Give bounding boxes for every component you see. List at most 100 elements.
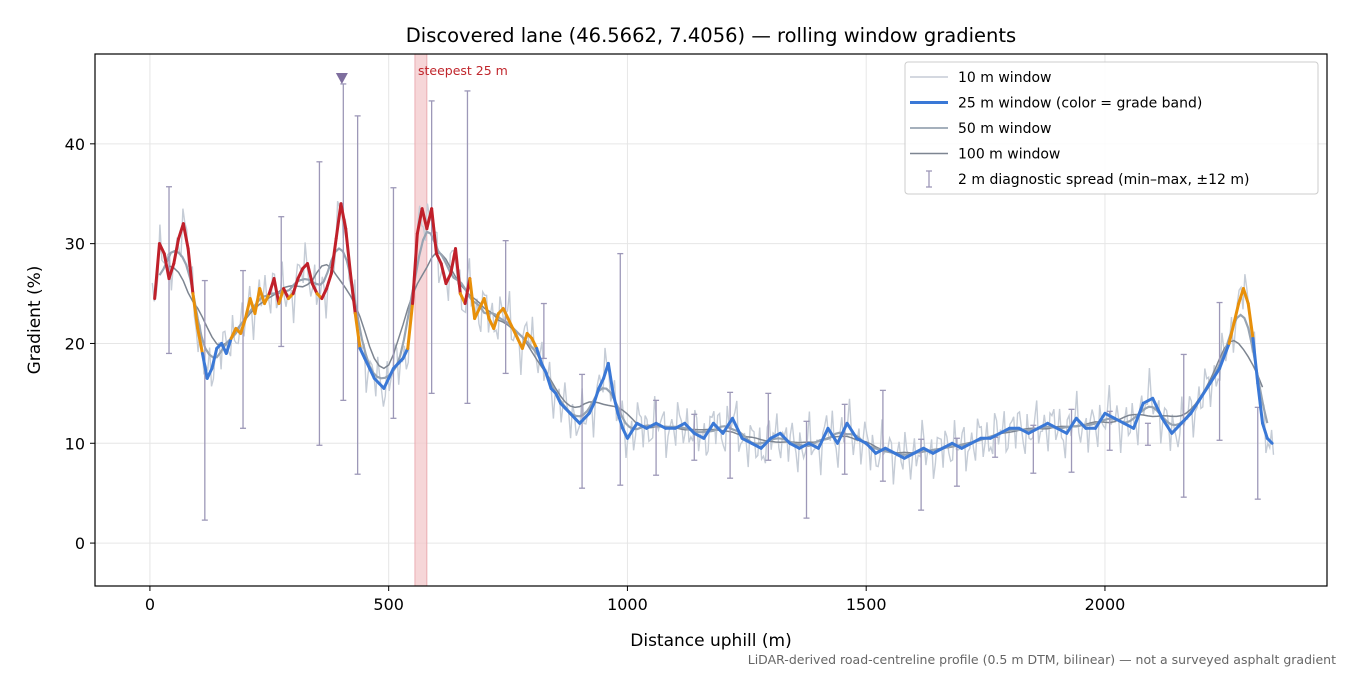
spread-bar — [201, 279, 208, 521]
series-25m-segment — [420, 207, 429, 231]
series-25m-segment — [1151, 396, 1164, 420]
series-25m-segment — [224, 336, 233, 355]
series-25m-segment — [1189, 396, 1202, 415]
plot-frame — [94, 53, 1328, 587]
series-25m-segment — [960, 441, 973, 450]
series-25m-segment — [325, 272, 333, 291]
series-25m-segment — [210, 346, 219, 370]
series-25m-segment — [750, 441, 763, 450]
series-25m-segment — [1241, 287, 1250, 306]
legend-entry: 50 m window — [910, 121, 1051, 137]
x-tick-label: 1000 — [607, 595, 648, 614]
series-25m-segment — [282, 287, 290, 301]
series-25m-segment — [434, 252, 443, 266]
series-25m-segment — [186, 247, 195, 296]
series-25m-segment — [855, 436, 868, 445]
spread-bar — [354, 115, 361, 475]
series-25m-segment — [893, 451, 906, 460]
series-25m-segment — [616, 411, 625, 430]
series-25m-segment — [807, 441, 820, 450]
series-25m-segment — [931, 446, 945, 455]
series-25m-segment — [411, 232, 419, 306]
series-25m-segment — [883, 446, 897, 455]
series-25m-segment — [1027, 426, 1040, 435]
spread-bar — [340, 83, 347, 401]
series-25m-segment — [1036, 421, 1050, 430]
series-25m-segment — [711, 421, 725, 435]
series-25m-segment — [621, 426, 629, 440]
series-25m-segment — [912, 446, 925, 455]
spread-bar — [1106, 410, 1113, 451]
series-25m-segment — [759, 436, 773, 450]
series-25m-segment — [305, 262, 314, 286]
x-tick-label: 1500 — [846, 595, 887, 614]
spread-bar — [502, 239, 509, 375]
series-25m-segment — [1265, 436, 1274, 445]
series-25m-segment — [645, 421, 658, 430]
series-25m-segment — [1093, 411, 1107, 430]
series-25m-segment — [401, 346, 410, 360]
x-axis-label: Distance uphill (m) — [630, 631, 791, 651]
steepest-band-layer — [414, 53, 428, 587]
series-25m-segment — [243, 297, 252, 321]
series-25m-segment — [554, 391, 563, 405]
series-25m-segment — [511, 326, 520, 340]
series-25m-segment — [1065, 416, 1078, 435]
series-25m-segment — [172, 237, 181, 266]
series-25m-segment — [539, 361, 548, 375]
steepest-label: steepest 25 m — [418, 63, 508, 78]
series-25m-segment — [721, 416, 734, 435]
series-25m-segment — [730, 416, 744, 440]
series-25m-segment — [1261, 421, 1269, 440]
series-25m-segment — [692, 431, 706, 440]
series-25m-segment — [473, 307, 481, 321]
y-tick-label: 0 — [75, 534, 85, 553]
series-25m-segment — [969, 436, 983, 445]
series-25m-segment — [439, 262, 448, 286]
series-25m-segment — [162, 252, 171, 281]
steepest-band — [414, 53, 428, 587]
spread-bar — [278, 216, 285, 348]
series-25m-segment — [239, 317, 247, 335]
series-25m-segment — [740, 436, 754, 445]
spread-bar — [1216, 301, 1223, 441]
series-25m-segment — [1055, 426, 1069, 435]
legend-label: 100 m window — [958, 147, 1060, 163]
series-25m-segment — [353, 312, 362, 350]
series-25m-segment — [988, 431, 1002, 440]
legend: 10 m window 25 m window (color = grade ba… — [904, 61, 1319, 195]
series-25m-segment — [334, 202, 343, 241]
series-25m-segment — [1246, 302, 1255, 340]
series-25m-segment — [816, 426, 830, 450]
series-25m-segment — [358, 346, 367, 360]
spread-bar — [803, 420, 810, 519]
spread-bar — [691, 413, 698, 461]
series-25m-segment — [845, 421, 859, 440]
series-25m-segment — [1046, 421, 1059, 430]
spread-bar — [240, 269, 247, 429]
series-25m-segment — [430, 207, 438, 256]
series-25m-segment — [291, 277, 300, 296]
y-tick-label: 20 — [65, 334, 85, 353]
series-25m-segment — [950, 441, 964, 450]
series-25m-segment — [277, 287, 286, 306]
series-25m-segment — [329, 237, 338, 276]
legend-label: 25 m window (color = grade band) — [958, 96, 1202, 112]
spread-bar — [1180, 353, 1187, 498]
series-25m-segments — [153, 202, 1274, 460]
y-tick-label: 40 — [65, 135, 85, 154]
series-25m-segment — [1017, 426, 1031, 435]
series-25m-segment — [1218, 341, 1231, 370]
series-25m-segment — [482, 297, 491, 321]
y-axis-label: Gradient (%) — [25, 266, 45, 375]
series-25m-segment — [406, 302, 415, 350]
spread-bar — [765, 392, 772, 461]
series-25m-segment — [788, 441, 801, 450]
series-25m-segment — [1113, 416, 1126, 425]
series-25m-segment — [157, 242, 166, 256]
y-tick-label: 30 — [65, 235, 85, 254]
series-25m-segment — [229, 326, 238, 340]
legend-box — [904, 61, 1319, 195]
series-25m-segment — [320, 287, 329, 301]
series-25m-segment — [191, 292, 200, 330]
